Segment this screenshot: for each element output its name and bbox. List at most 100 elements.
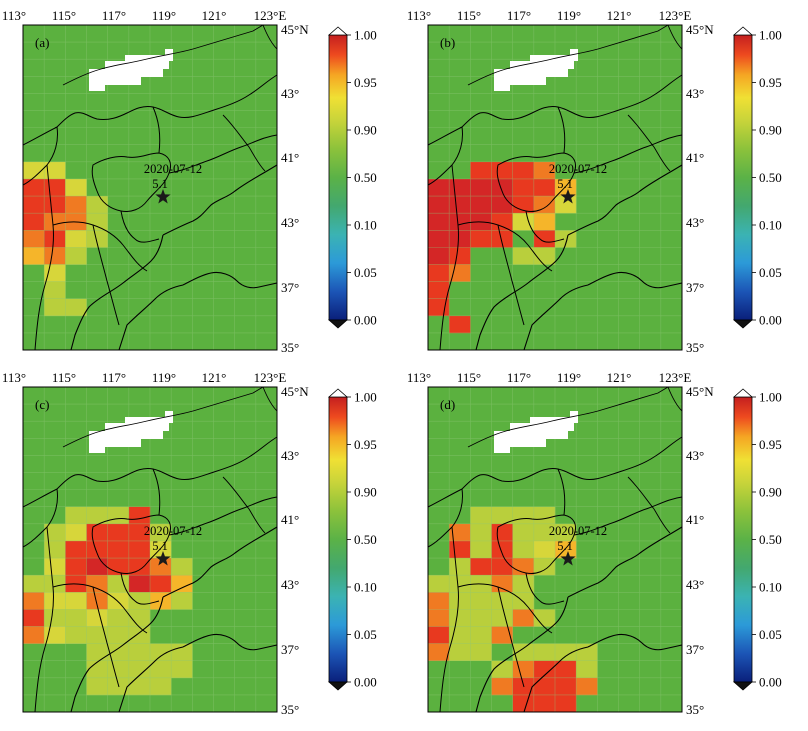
anomaly-cell — [44, 299, 65, 316]
colorbar-tick-label: 0.00 — [354, 313, 377, 328]
anomaly-cell — [449, 264, 470, 281]
anomaly-cell — [23, 609, 44, 626]
latitude-tick-label: 37° — [281, 642, 299, 657]
anomaly-cell — [428, 247, 449, 264]
latitude-tick-label: 43° — [686, 448, 704, 463]
anomaly-cell — [44, 626, 65, 643]
longitude-tick-label: 123°E — [659, 370, 692, 385]
latitude-tick-label: 37° — [686, 642, 704, 657]
longitude-tick-label: 121° — [607, 8, 632, 23]
anomaly-cell — [23, 213, 44, 230]
anomaly-cell — [576, 644, 597, 661]
anomaly-cell — [449, 644, 470, 661]
colorbar-bottom-cap — [734, 320, 752, 328]
anomaly-cell — [449, 230, 470, 247]
anomaly-cell — [449, 592, 470, 609]
latitude-tick-label: 45°N — [686, 384, 714, 399]
anomaly-cell — [65, 626, 86, 643]
anomaly-cell — [65, 609, 86, 626]
anomaly-cell — [44, 575, 65, 592]
anomaly-cell — [576, 678, 597, 695]
panel-d: 2020-07-125.1(d)113° 115° 117° 119° 121° 123°… — [407, 370, 782, 717]
anomaly-cell — [108, 507, 129, 524]
latitude-tick-label: 43° — [686, 86, 704, 101]
event-magnitude-label: 5.1 — [152, 177, 168, 191]
anomaly-cell — [129, 678, 150, 695]
latitude-tick-label: 45°N — [281, 384, 309, 399]
latitude-tick-label: 45°N — [686, 22, 714, 37]
longitude-tick-label: 123°E — [659, 8, 692, 23]
anomaly-cell — [23, 247, 44, 264]
anomaly-cell — [449, 626, 470, 643]
latitude-tick-label: 37° — [281, 280, 299, 295]
anomaly-cell — [513, 247, 534, 264]
anomaly-cell — [65, 558, 86, 575]
colorbar-tick-label: 0.10 — [759, 218, 782, 233]
anomaly-cell — [449, 541, 470, 558]
anomaly-cell — [87, 524, 108, 541]
anomaly-cell — [23, 230, 44, 247]
panels-root: 2020-07-125.1(a)113° 115° 117° 119° 121° 123°… — [2, 8, 782, 717]
anomaly-cell — [492, 524, 513, 541]
anomaly-cell — [108, 609, 129, 626]
colorbar-tick-label: 0.50 — [354, 170, 377, 185]
anomaly-cell — [87, 644, 108, 661]
panel-c: 2020-07-125.1(c)113° 115° 117° 119° 121° 123°… — [2, 370, 377, 717]
anomaly-cell — [534, 213, 555, 230]
colorbar: 1.000.950.900.500.100.050.00 — [734, 27, 782, 328]
anomaly-cell — [428, 626, 449, 643]
latitude-tick-label: 35° — [281, 340, 299, 355]
colorbar-tick-label: 0.90 — [354, 485, 377, 500]
anomaly-cell — [534, 644, 555, 661]
anomaly-cell — [171, 575, 192, 592]
anomaly-cell — [555, 678, 576, 695]
anomaly-cell — [65, 196, 86, 213]
longitude-tick-label: 121° — [202, 8, 227, 23]
anomaly-cell — [428, 644, 449, 661]
colorbar-top-cap — [329, 27, 347, 35]
panel-label: (b) — [440, 35, 455, 50]
anomaly-cell — [428, 213, 449, 230]
anomaly-cell — [449, 575, 470, 592]
colorbar-tick-label: 0.00 — [759, 313, 782, 328]
anomaly-cell — [171, 558, 192, 575]
colorbar-tick-label: 1.00 — [354, 390, 377, 405]
latitude-tick-label: 41° — [686, 512, 704, 527]
anomaly-cell — [23, 592, 44, 609]
anomaly-cell — [23, 626, 44, 643]
anomaly-cell — [492, 575, 513, 592]
anomaly-cell — [492, 541, 513, 558]
anomaly-cell — [470, 541, 491, 558]
anomaly-cell — [65, 507, 86, 524]
anomaly-cell — [129, 592, 150, 609]
anomaly-cell — [23, 196, 44, 213]
anomaly-cell — [108, 626, 129, 643]
latitude-tick-label: 43° — [281, 448, 299, 463]
event-date-label: 2020-07-12 — [549, 162, 607, 176]
longitude-tick-label: 117° — [102, 8, 126, 23]
anomaly-cell — [470, 196, 491, 213]
anomaly-cell — [470, 644, 491, 661]
anomaly-cell — [65, 179, 86, 196]
anomaly-cell — [65, 230, 86, 247]
panel-label: (c) — [35, 397, 49, 412]
anomaly-cell — [87, 678, 108, 695]
anomaly-cell — [108, 541, 129, 558]
anomaly-cell — [449, 196, 470, 213]
longitude-tick-label: 113° — [2, 8, 26, 23]
colorbar-tick-label: 0.05 — [354, 265, 377, 280]
anomaly-cell — [513, 592, 534, 609]
colorbar-tick-label: 0.00 — [759, 675, 782, 690]
anomaly-cell — [171, 661, 192, 678]
anomaly-cell — [513, 179, 534, 196]
colorbar-tick-label: 0.95 — [759, 75, 782, 90]
anomaly-cell — [513, 507, 534, 524]
latitude-tick-label: 43° — [281, 86, 299, 101]
longitude-tick-label: 119° — [557, 370, 581, 385]
colorbar-tick-label: 0.95 — [354, 437, 377, 452]
longitude-tick-label: 123°E — [254, 370, 287, 385]
anomaly-cell — [555, 695, 576, 712]
latitude-tick-label: 35° — [686, 340, 704, 355]
event-date-label: 2020-07-12 — [549, 524, 607, 538]
